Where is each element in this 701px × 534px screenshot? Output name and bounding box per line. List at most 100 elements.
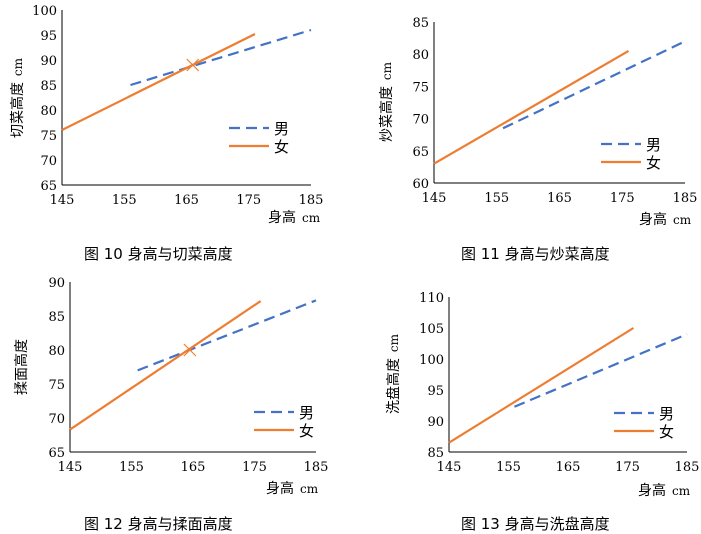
y-axis-title-main: 炒菜高度 <box>378 86 395 142</box>
y-axis-title: 揉面高度 <box>13 339 30 395</box>
x-tick-label: 185 <box>304 460 329 475</box>
x-tick-label: 185 <box>299 193 324 208</box>
x-axis-title-unit: cm <box>673 213 692 227</box>
y-tick-label: 85 <box>427 446 444 461</box>
y-tick-label: 105 <box>419 322 444 337</box>
x-tick-label: 185 <box>673 191 698 206</box>
series-line-female <box>69 300 262 431</box>
y-tick-label: 70 <box>40 154 57 169</box>
x-axis-title-main: 身高 <box>266 480 294 497</box>
y-axis-title-unit: cm <box>380 61 394 80</box>
x-axis-title: 身高 cm <box>639 211 692 228</box>
legend-label-female: 女 <box>274 138 289 156</box>
y-tick-label: 65 <box>48 446 65 461</box>
y-tick-label: 90 <box>427 415 444 430</box>
chart-panel-height-vs-dishwashing: 145 155 165 175 185 85 90 95 100 105 110 身高 cm 洗盘高度 cm… <box>351 270 701 510</box>
caption-figure-11: 图 11 身高与炒菜高度 <box>461 245 610 263</box>
y-tick-label: 80 <box>412 48 429 63</box>
x-tick-label: 145 <box>422 191 447 206</box>
legend-label-female: 女 <box>299 422 314 440</box>
series-line-male <box>137 299 317 372</box>
x-tick-label: 165 <box>556 460 581 475</box>
y-tick-label: 110 <box>419 291 444 306</box>
legend-label-male: 男 <box>659 405 674 423</box>
x-axis-title: 身高 cm <box>266 480 319 497</box>
x-axis-title-main: 身高 <box>638 482 666 499</box>
y-axis-title-main: 切菜高度 <box>9 82 26 138</box>
legend-label-female: 女 <box>659 423 674 441</box>
y-axis-title-unit: cm <box>387 333 401 352</box>
y-tick-label: 65 <box>40 179 57 194</box>
caption-figure-12: 图 12 身高与揉面高度 <box>84 515 233 533</box>
chart-panel-height-vs-cutting: 145 155 165 175 185 65 70 75 80 85 90 95 100 身高 cm 切菜高度… <box>0 0 350 240</box>
y-tick-label: 90 <box>40 54 57 69</box>
x-tick-label: 175 <box>610 191 635 206</box>
y-tick-label: 100 <box>419 353 444 368</box>
legend-label-male: 男 <box>646 136 661 154</box>
chart-panel-height-vs-kneading: 145 155 165 175 185 65 70 75 80 85 90 身高 cm 揉面高度男女 <box>0 270 350 510</box>
y-axis-title-unit: cm <box>11 57 25 76</box>
x-tick-label: 175 <box>242 460 267 475</box>
chart-height-vs-dishwashing-height: 145 155 165 175 185 85 90 95 100 105 110 身高 cm 洗盘高度 cm… <box>385 291 700 499</box>
series-line-male <box>514 333 688 408</box>
y-axis-title: 切菜高度 cm <box>9 57 26 138</box>
x-tick-label: 145 <box>50 193 75 208</box>
series-line-male <box>130 28 312 87</box>
y-tick-label: 90 <box>48 276 65 291</box>
x-axis-title-main: 身高 <box>268 209 296 226</box>
y-axis-title: 洗盘高度 cm <box>385 333 402 414</box>
y-tick-label: 95 <box>427 384 444 399</box>
y-axis-title-main: 揉面高度 <box>13 339 30 395</box>
y-tick-label: 65 <box>412 145 429 160</box>
x-tick-label: 165 <box>547 191 572 206</box>
x-tick-label: 155 <box>496 460 521 475</box>
x-tick-label: 145 <box>437 460 462 475</box>
x-tick-label: 145 <box>58 460 83 475</box>
x-axis-title-unit: cm <box>302 211 321 225</box>
chart-height-vs-stirfry-height: 145 155 165 175 185 60 65 70 75 80 85 身高 cm 炒菜高度 cm 男女 <box>378 16 698 228</box>
y-axis-title-main: 洗盘高度 <box>385 358 402 414</box>
y-tick-label: 75 <box>412 80 429 95</box>
y-tick-label: 85 <box>412 16 429 31</box>
legend-label-male: 男 <box>299 404 314 422</box>
y-tick-label: 85 <box>40 79 57 94</box>
intersection-cross-stroke <box>186 58 200 72</box>
y-tick-label: 60 <box>412 177 429 192</box>
series-line-female <box>61 33 256 131</box>
x-tick-label: 155 <box>112 193 137 208</box>
x-axis-title: 身高 cm <box>268 209 321 226</box>
y-tick-label: 70 <box>412 113 429 128</box>
legend-label-male: 男 <box>274 120 289 138</box>
x-tick-label: 155 <box>484 191 509 206</box>
y-axis-title: 炒菜高度 cm <box>378 61 395 142</box>
x-tick-label: 175 <box>236 193 261 208</box>
x-axis-title-main: 身高 <box>639 211 667 228</box>
x-tick-label: 155 <box>119 460 144 475</box>
intersection-cross-stroke <box>183 343 197 357</box>
x-axis-title: 身高 cm <box>638 482 691 499</box>
y-tick-label: 80 <box>48 344 65 359</box>
x-tick-label: 165 <box>174 193 199 208</box>
x-axis-title-unit: cm <box>300 482 319 496</box>
caption-figure-10: 图 10 身高与切菜高度 <box>84 245 233 263</box>
caption-figure-13: 图 13 身高与洗盘高度 <box>461 515 610 533</box>
y-tick-label: 95 <box>40 29 57 44</box>
series-line-female <box>433 50 630 165</box>
x-tick-label: 165 <box>181 460 206 475</box>
series-line-male <box>502 40 686 130</box>
y-tick-label: 75 <box>48 378 65 393</box>
y-tick-label: 100 <box>32 4 57 19</box>
y-tick-label: 70 <box>48 412 65 427</box>
intersection-marker <box>186 58 200 72</box>
x-tick-label: 175 <box>615 460 640 475</box>
x-tick-label: 185 <box>675 460 700 475</box>
y-tick-label: 80 <box>40 104 57 119</box>
chart-panel-height-vs-stirfry: 145 155 165 175 185 60 65 70 75 80 85 身高 cm 炒菜高度 cm 男女 <box>351 0 701 240</box>
y-tick-label: 75 <box>40 129 57 144</box>
intersection-marker <box>183 343 197 357</box>
series-line-female <box>448 327 635 444</box>
y-tick-label: 85 <box>48 310 65 325</box>
legend-label-female: 女 <box>646 154 661 172</box>
